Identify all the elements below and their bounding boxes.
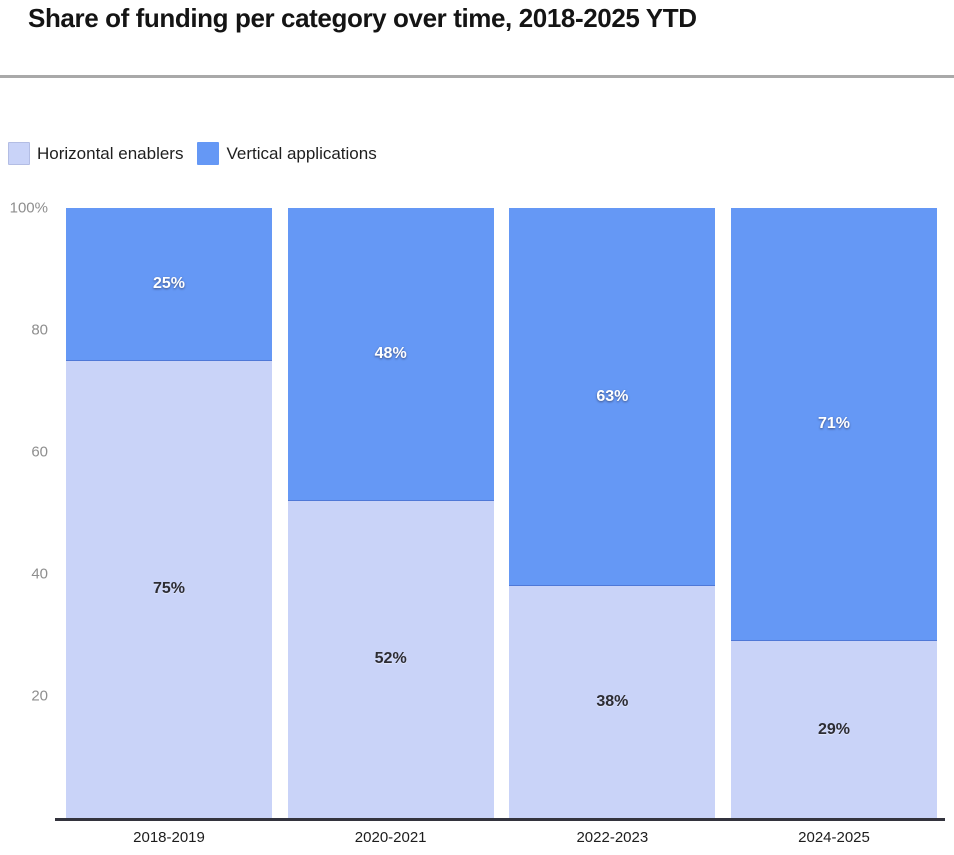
segment-vertical-applications-2024-2025: 71% <box>731 208 937 642</box>
x-axis-label-2022-2023: 2022-2023 <box>576 829 649 846</box>
x-axis-line <box>55 818 945 821</box>
y-axis-tick-60: 60 <box>31 443 48 461</box>
legend-item-horizontal-enablers: Horizontal enablers <box>8 142 183 165</box>
segment-value-label: 71% <box>817 415 851 433</box>
legend-swatch-horizontal-enablers <box>8 142 30 165</box>
bar-2020-2021: 48% 52% <box>287 208 494 818</box>
segment-vertical-applications-2022-2023: 63% <box>509 208 716 587</box>
legend-label: Horizontal enablers <box>37 143 184 163</box>
segment-vertical-applications-2020-2021: 48% <box>287 208 494 501</box>
legend-label: Vertical applications <box>226 143 377 163</box>
x-axis-label-2018-2019: 2018-2019 <box>133 829 205 846</box>
segment-value-label: 75% <box>152 580 186 598</box>
plot-area: 25% 75% 48% 52% 63% 38% 71% 29% <box>66 208 937 818</box>
legend-swatch-vertical-applications <box>197 142 220 165</box>
segment-horizontal-enablers-2020-2021: 52% <box>287 500 494 818</box>
segment-value-label: 63% <box>596 387 629 405</box>
x-axis-label-2024-2025: 2024-2025 <box>798 829 870 846</box>
legend-item-vertical-applications: Vertical applications <box>197 142 377 165</box>
y-axis-tick-20: 20 <box>31 687 48 705</box>
segment-vertical-applications-2018-2019: 25% <box>66 208 272 361</box>
y-axis-tick-80: 80 <box>31 321 48 339</box>
bar-2024-2025: 71% 29% <box>731 208 937 818</box>
y-axis-tick-100: 100% <box>9 199 48 217</box>
y-axis-tick-40: 40 <box>31 565 48 583</box>
segment-value-label: 25% <box>152 274 186 292</box>
chart-title: Share of funding per category over time,… <box>28 3 697 33</box>
bar-2018-2019: 25% 75% <box>66 208 272 818</box>
bar-2022-2023: 63% 38% <box>509 208 716 818</box>
chart-legend: Horizontal enablers Vertical application… <box>8 142 377 165</box>
segment-value-label: 48% <box>374 344 407 362</box>
segment-horizontal-enablers-2022-2023: 38% <box>509 586 716 818</box>
segment-horizontal-enablers-2024-2025: 29% <box>731 641 937 818</box>
x-axis-label-2020-2021: 2020-2021 <box>354 829 427 846</box>
segment-value-label: 52% <box>374 650 407 668</box>
segment-horizontal-enablers-2018-2019: 75% <box>66 360 272 818</box>
title-divider <box>0 75 954 78</box>
segment-value-label: 29% <box>817 720 851 738</box>
segment-value-label: 38% <box>596 693 629 711</box>
